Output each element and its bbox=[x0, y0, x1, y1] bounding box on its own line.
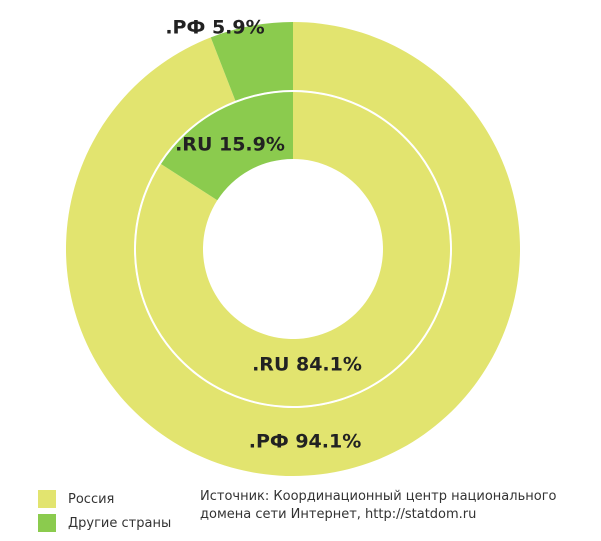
legend-item: Россия bbox=[38, 490, 114, 508]
source-note: Источник: Координационный центр национал… bbox=[200, 489, 557, 522]
donut-segment bbox=[160, 92, 293, 201]
legend-label: Другие страны bbox=[68, 515, 172, 531]
data-label: .RU 84.1% bbox=[252, 354, 362, 376]
donut-segment bbox=[65, 22, 521, 476]
chart: .РФ 94.1% .РФ 5.9% .RU 84.1% .RU 15.9% bbox=[65, 17, 521, 476]
legend-swatch bbox=[38, 514, 56, 532]
donut-segment bbox=[135, 92, 450, 407]
ring-separator bbox=[134, 90, 452, 408]
data-label: .РФ 5.9% bbox=[165, 17, 264, 39]
legend-swatch bbox=[38, 490, 56, 508]
donut-segment bbox=[210, 22, 293, 101]
legend-label: Россия bbox=[68, 491, 115, 507]
legend-item: Другие страны bbox=[38, 514, 171, 532]
data-label: .RU 15.9% bbox=[175, 134, 285, 156]
data-label: .РФ 94.1% bbox=[249, 431, 362, 453]
